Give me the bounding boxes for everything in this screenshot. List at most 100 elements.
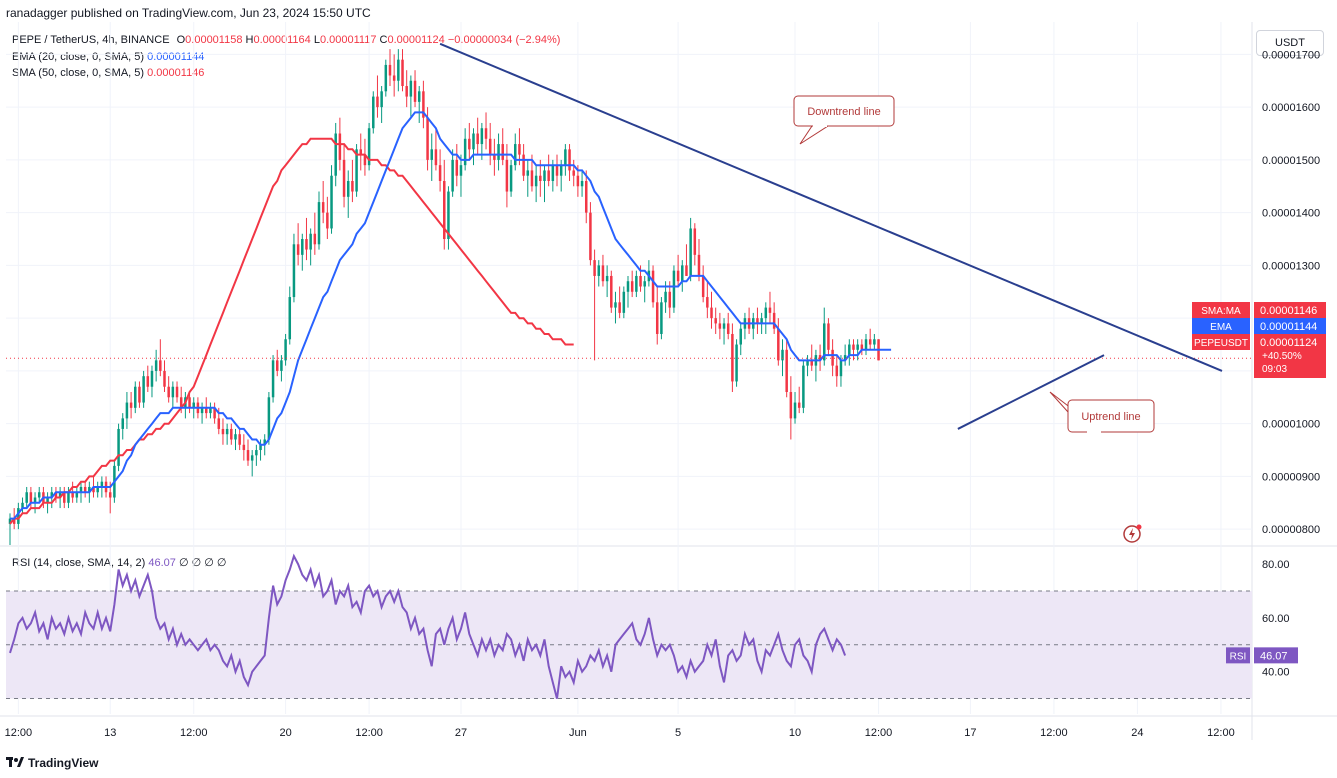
candle-body	[292, 244, 296, 298]
change-value: −0.00000034 (−2.94%)	[447, 34, 561, 46]
candle-body	[451, 159, 454, 192]
candle-body	[163, 370, 166, 387]
candle-body	[221, 428, 225, 435]
candle-body	[793, 402, 797, 419]
uptrend-line[interactable]	[957, 354, 1105, 430]
candle-body	[405, 86, 408, 97]
candle-body	[589, 212, 592, 261]
candle-body	[334, 133, 337, 176]
rsi-tick-label: 60.00	[1262, 613, 1290, 625]
close-value: 0.00001124	[387, 34, 445, 46]
candle-body	[71, 492, 74, 498]
candle-body	[584, 180, 588, 213]
candle-body	[250, 455, 254, 461]
candle-body	[722, 323, 726, 329]
ema-20-line[interactable]	[10, 111, 892, 520]
sma-50-line[interactable]	[9, 137, 574, 525]
last-price-tag-extra-1: 09:03	[1262, 364, 1287, 375]
downtrend-callout-pointer	[799, 125, 829, 145]
candle-body	[610, 275, 613, 308]
price-tick-label: 0.00001300	[1262, 260, 1320, 272]
candle-body	[338, 133, 342, 160]
footer-brand[interactable]: TradingView	[6, 756, 98, 770]
rsi-legend[interactable]: RSI (14, close, SMA, 14, 2) 46.07 ∅ ∅ ∅ …	[12, 556, 226, 569]
candle-body	[614, 302, 617, 308]
uptrend-callout-box[interactable]	[1067, 399, 1155, 433]
rsi-tag-label: RSI	[1230, 651, 1247, 662]
symbol-title[interactable]: PEPE / TetherUS, 4h, BINANCE	[12, 34, 170, 46]
candle-body	[117, 428, 120, 466]
candle-body	[200, 407, 204, 414]
candle-body	[88, 486, 91, 493]
time-tick-label: 20	[279, 727, 291, 739]
rsi-line[interactable]	[9, 553, 847, 699]
candle-body	[417, 91, 421, 102]
candle-body	[263, 439, 266, 445]
sma-price-tag-value: 0.00001146	[1260, 305, 1317, 317]
candle-body	[376, 96, 379, 108]
candle-body	[192, 402, 195, 408]
candle-body	[346, 180, 350, 197]
candle-body	[760, 318, 763, 324]
candle-body	[434, 149, 438, 166]
candle-body	[873, 339, 876, 345]
rsi-legend-value: 46.07	[148, 557, 176, 569]
candle-body	[225, 428, 229, 435]
candle-body	[639, 275, 642, 287]
sma-legend-value: 0.00001146	[147, 67, 205, 79]
publisher-header: ranadagger published on TradingView.com,…	[6, 6, 371, 20]
time-tick-label: 12:00	[5, 727, 33, 739]
candle-body	[681, 265, 684, 282]
candle-body	[125, 402, 129, 419]
downtrend-callout-box[interactable]	[793, 95, 895, 127]
candle-body	[296, 244, 300, 255]
candle-body	[551, 165, 555, 181]
candle-body	[476, 133, 479, 145]
time-tick-label: 12:00	[865, 727, 893, 739]
ema-price-tag-label-bg	[1192, 318, 1250, 334]
sma-legend[interactable]: SMA (50, close, 0, SMA, 5) 0.00001146	[12, 67, 204, 79]
candle-body	[209, 407, 212, 414]
price-tick-label: 0.00001400	[1262, 208, 1320, 220]
candle-body	[321, 202, 325, 213]
candle-body	[860, 344, 864, 350]
downtrend-callout-text: Downtrend line	[807, 106, 880, 118]
candle-body	[856, 344, 859, 350]
candle-body	[309, 233, 312, 250]
candle-body	[79, 486, 83, 493]
time-tick-label: 5	[675, 727, 681, 739]
sma-legend-label: SMA (50, close, 0, SMA, 5)	[12, 67, 145, 79]
candle-body	[852, 344, 855, 350]
rsi-tag-value-bg	[1254, 647, 1298, 664]
candle-body	[480, 128, 484, 145]
candle-body	[501, 144, 504, 160]
candle-body	[63, 492, 66, 503]
high-label: H	[245, 34, 254, 46]
candle-body	[67, 492, 70, 503]
candle-body	[526, 170, 530, 176]
candle-body	[75, 492, 79, 498]
candle-body	[150, 370, 154, 387]
sma-price-tag-label: SMA:MA	[1201, 306, 1241, 317]
currency-button[interactable]: USDT	[1256, 30, 1324, 56]
candle-body	[443, 180, 446, 240]
time-tick-label: 17	[964, 727, 976, 739]
candle-body	[313, 233, 317, 245]
candle-body	[706, 297, 709, 308]
candle-body	[643, 281, 646, 287]
candle-body	[422, 91, 425, 118]
candle-body	[372, 96, 375, 129]
candle-body	[781, 349, 784, 361]
candle-body	[463, 138, 467, 166]
candle-body	[568, 149, 571, 171]
downtrend-line[interactable]	[439, 42, 1223, 372]
last-price-tag-value: 0.00001124	[1260, 337, 1317, 349]
candle-body	[205, 407, 208, 414]
price-tick-label: 0.00000800	[1262, 524, 1320, 536]
candle-body	[175, 386, 179, 398]
candle-body	[601, 265, 605, 282]
time-tick-label: 12:00	[1040, 727, 1068, 739]
candle-body	[238, 434, 241, 445]
candle-body	[447, 191, 450, 240]
